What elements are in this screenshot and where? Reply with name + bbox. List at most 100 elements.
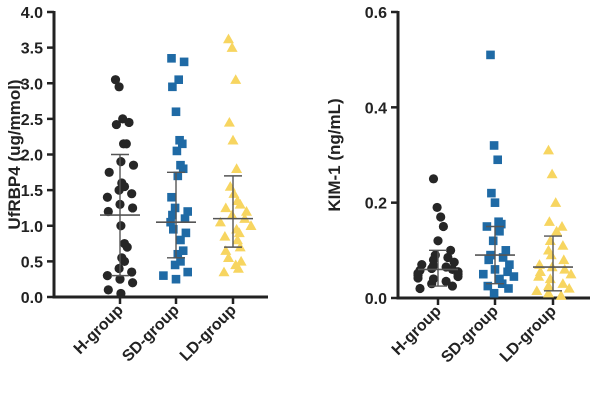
chart-1-point [176,235,185,245]
chart-1-category-label: LD-group [177,302,240,365]
chart-1-point [228,188,240,198]
chart-1-y-tick-label: 2.5 [21,112,43,129]
chart-2-point [446,245,456,255]
chart-1-point [121,139,131,149]
chart-1-point [124,117,134,128]
chart-1-point [183,207,192,216]
chart-1-point [223,252,234,263]
chart-1-point [178,246,188,255]
chart-1-category-label: H-group [71,302,127,358]
chart-1-point [167,54,176,63]
chart-2-point [443,252,453,263]
chart-1-point [168,210,177,220]
chart-1-point [128,278,138,288]
chart-1-point [116,288,126,299]
chart-1-point [173,171,183,181]
chart-1-point [122,242,132,252]
chart-2-category-label: LD-group [497,303,560,366]
chart-1-y-axis-title: UfRBP4 (ug/mmol) [5,79,24,229]
chart-1-y-tick-label: 1.5 [21,183,43,200]
chart-2-point [563,282,575,293]
chart-2-point [557,240,569,250]
chart-2-point [545,249,557,260]
chart-2-point [427,263,437,274]
chart-2-point [493,155,502,165]
chart-2-point [505,260,514,269]
chart-2-point [504,284,513,293]
chart-2-point [436,212,446,222]
chart-1-category-label: SD-group [119,302,183,366]
chart-2-y-tick-label: 0.6 [365,5,387,22]
chart-1: 0.0 0.5 1.0 1.5 2.0 2.5 3.0 3.5 4.0 H-groupSD-gro… [5,5,268,365]
chart-2-point [543,216,555,226]
chart-1-y-tick-label: 0.0 [21,290,43,307]
chart-2-point [546,168,558,179]
chart-2-point [544,273,556,284]
chart-2-y-axis-title: KIM-1 (ng/mL) [325,98,344,211]
chart-2-point [495,226,504,236]
chart-1-point [230,74,242,84]
chart-1-point [227,134,239,145]
chart-2-point [433,236,443,246]
chart-1-point [102,192,112,202]
chart-1-point [178,164,188,174]
chart-2-series-2 [475,50,519,298]
chart-1-point [102,271,112,281]
chart-2-point [558,254,570,265]
chart-1-point [116,157,126,167]
chart-2-point [501,246,511,255]
chart-2-point [557,278,569,288]
chart-1-point [171,274,181,284]
chart-1-point [170,203,180,213]
chart-1-point [245,220,257,230]
chart-1-point [174,75,183,84]
chart-1-point [233,227,245,238]
chart-2-point [483,281,493,291]
chart-1-y-tick-label: 0.5 [21,254,43,271]
chart-2-point [490,198,500,207]
chart-1-point [173,249,183,259]
chart-1-point [180,214,190,223]
chart-2-point [565,268,577,279]
chart-2-point [489,141,499,150]
chart-1-series-1 [100,75,140,299]
chart-1-point [114,82,124,92]
chart-1-point [119,256,130,266]
chart-2-point [432,202,442,213]
chart-2-point [503,267,512,277]
chart-2-point [533,271,545,281]
chart-1-point [241,206,252,216]
chart-2-point [487,188,496,198]
chart-2-point [488,236,498,246]
chart-2-series-3 [531,144,577,300]
chart-2-point [531,285,543,296]
chart-1-point [214,216,226,227]
chart-1-point [103,206,113,217]
chart-2-point [555,290,567,300]
chart-1-point [226,209,238,220]
chart-1-point [223,33,234,44]
chart-2-y-tick-label: 0.0 [365,291,387,308]
chart-1-point [114,185,124,195]
chart-1-point [128,203,138,213]
chart-2-point [543,144,554,155]
chart-2-category-label: H-group [389,303,445,359]
chart-1-point [181,228,191,238]
chart-2-point [447,281,457,291]
chart-2-point [453,271,463,282]
chart-1-point [115,274,125,284]
chart-2-category-label: SD-group [438,303,502,367]
chart-1-point [178,139,187,149]
chart-1-point [168,82,177,92]
chart-1-point [111,119,121,130]
chart-1-point [218,266,230,277]
chart-1-point [170,260,180,270]
chart-1-y-tick-label: 4.0 [21,5,43,22]
chart-1-point [219,230,231,241]
chart-1-point [114,263,124,274]
chart-1-point [128,160,139,170]
chart-2-point [479,269,488,279]
chart-2-point [438,221,448,232]
chart-1-point [116,221,126,231]
